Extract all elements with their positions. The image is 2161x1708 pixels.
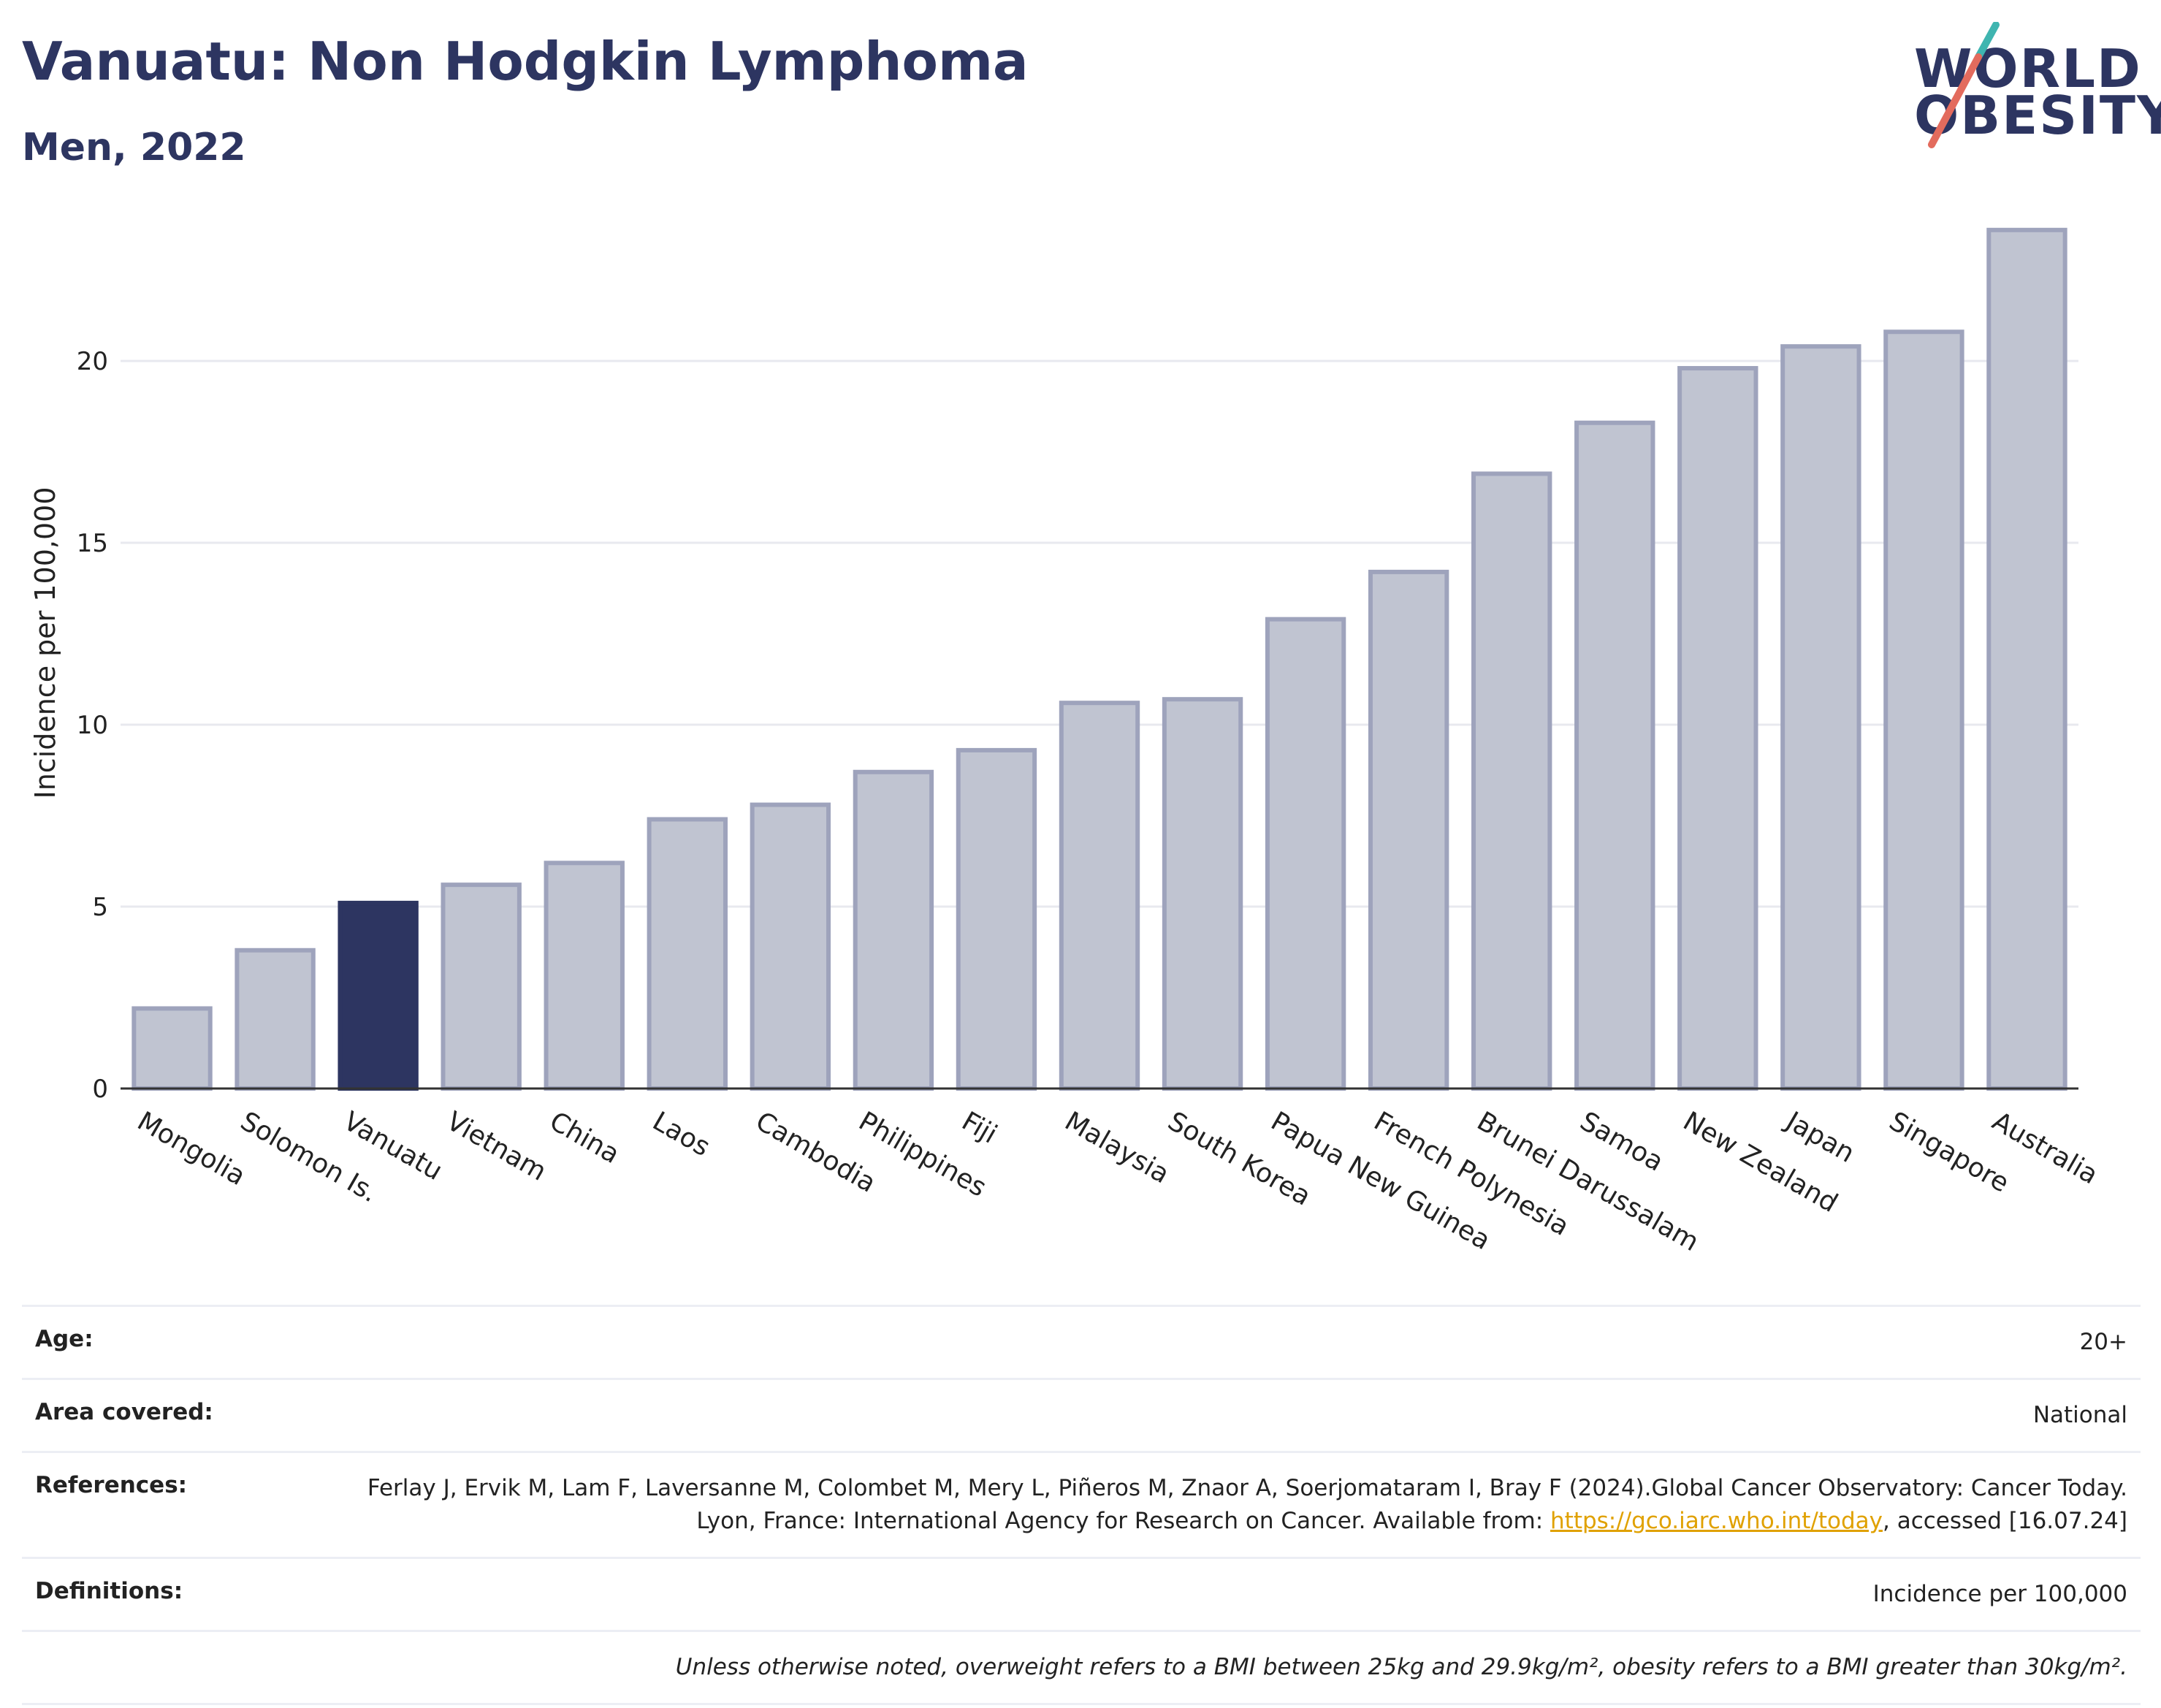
- page-subtitle: Men, 2022: [22, 126, 246, 169]
- references-value: Ferlay J, Ervik M, Lam F, Laversanne M, …: [338, 1472, 2127, 1538]
- bar-papua-new-guinea: [1265, 617, 1346, 1091]
- x-tick-label: Fiji: [956, 1106, 1002, 1150]
- bar-singapore: [1883, 329, 1964, 1091]
- y-tick-label: 15: [77, 529, 108, 558]
- meta-row-age: Age: 20+: [22, 1305, 2141, 1378]
- bar-brunei-darussalam: [1471, 471, 1552, 1091]
- bar-solomon-is: [235, 948, 316, 1091]
- bar-vanuatu: [338, 901, 419, 1091]
- world-obesity-logo: WORLD OBESITY: [1907, 22, 2161, 153]
- meta-row-definitions: Definitions: Incidence per 100,000: [22, 1556, 2141, 1630]
- bar-fiji: [956, 747, 1037, 1091]
- x-tick-label: Mongolia: [132, 1106, 251, 1192]
- meta-row-area: Area covered: National: [22, 1377, 2141, 1451]
- y-axis-title: Incidence per 100,000: [29, 487, 61, 798]
- logo-line1: WORLD: [1914, 38, 2142, 99]
- bar-samoa: [1574, 420, 1655, 1091]
- bar-south-korea: [1162, 697, 1243, 1091]
- y-tick-label: 0: [92, 1075, 108, 1104]
- meta-row-note: Unless otherwise noted, overweight refer…: [22, 1629, 2141, 1705]
- references-accessed: , accessed [16.07.24]: [1882, 1507, 2127, 1534]
- x-tick-label: Vietnam: [441, 1106, 551, 1187]
- references-label: References:: [35, 1471, 188, 1498]
- bar-new-zealand: [1677, 366, 1758, 1091]
- bar-vietnam: [441, 882, 522, 1091]
- x-tick-label: Laos: [647, 1106, 714, 1162]
- definitions-label: Definitions:: [35, 1577, 183, 1604]
- x-tick-label: Malaysia: [1060, 1106, 1175, 1189]
- y-axis-ticks: 0 5 10 15 20: [77, 347, 108, 1104]
- age-value: 20+: [2079, 1329, 2127, 1355]
- metadata-table: Age: 20+ Area covered: National Referenc…: [22, 1305, 2141, 1705]
- bar-cambodia: [750, 802, 831, 1091]
- bar-china: [544, 861, 625, 1091]
- definitions-value: Incidence per 100,000: [1872, 1580, 2127, 1607]
- y-tick-label: 20: [77, 347, 108, 376]
- area-value: National: [2032, 1401, 2127, 1428]
- page-title: Vanuatu: Non Hodgkin Lymphoma: [22, 31, 1029, 92]
- x-tick-label: China: [544, 1106, 625, 1170]
- references-link[interactable]: https://gco.iarc.who.int/today: [1550, 1507, 1883, 1534]
- meta-row-references: References: Ferlay J, Ervik M, Lam F, La…: [22, 1450, 2141, 1557]
- references-text: Ferlay J, Ervik M, Lam F, Laversanne M, …: [367, 1474, 2127, 1534]
- bar-laos: [647, 817, 728, 1091]
- x-tick-label: Japan: [1780, 1105, 1859, 1169]
- y-tick-label: 10: [77, 711, 108, 740]
- bar-australia: [1986, 227, 2067, 1091]
- bar-mongolia: [132, 1006, 213, 1091]
- area-label: Area covered:: [35, 1398, 213, 1425]
- bmi-note: Unless otherwise noted, overweight refer…: [675, 1653, 2127, 1680]
- y-tick-label: 5: [92, 893, 108, 922]
- logo-slash-icon: [1928, 22, 2000, 148]
- bar-philippines: [853, 769, 934, 1091]
- bar-malaysia: [1059, 701, 1140, 1091]
- bar-japan: [1780, 344, 1861, 1091]
- bars: [132, 227, 2067, 1091]
- bar-french-polynesia: [1368, 569, 1449, 1091]
- age-label: Age:: [35, 1326, 94, 1352]
